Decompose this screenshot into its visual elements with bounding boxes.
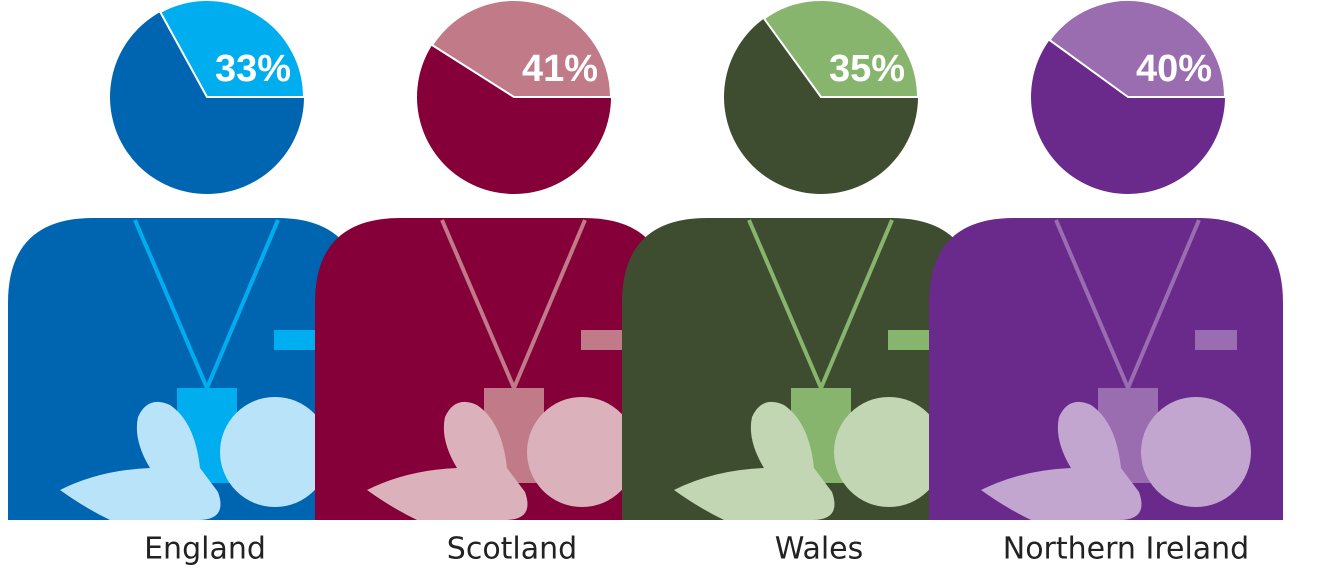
pocket xyxy=(274,330,316,350)
region-label: Scotland xyxy=(447,532,577,567)
value-label: 35% xyxy=(829,48,905,90)
infographic: 33% England 41% Scotland 35% Wales 40% Northern… xyxy=(0,0,1325,571)
value-label: 41% xyxy=(522,48,598,90)
figure: 35% Wales xyxy=(622,0,976,566)
hand xyxy=(1141,397,1251,507)
pocket xyxy=(581,330,623,350)
pocket xyxy=(1195,330,1237,350)
value-label: 33% xyxy=(215,48,291,90)
pocket xyxy=(888,330,930,350)
value-label: 40% xyxy=(1136,48,1212,90)
figure: 33% England xyxy=(8,0,362,567)
region-label: Wales xyxy=(775,532,864,567)
hand xyxy=(527,397,637,507)
figure: 40% Northern Ireland xyxy=(929,0,1283,567)
hand xyxy=(220,397,330,507)
hand xyxy=(834,397,944,507)
figure: 41% Scotland xyxy=(315,0,669,566)
region-label: England xyxy=(144,532,266,567)
region-label: Northern Ireland xyxy=(1003,532,1249,567)
